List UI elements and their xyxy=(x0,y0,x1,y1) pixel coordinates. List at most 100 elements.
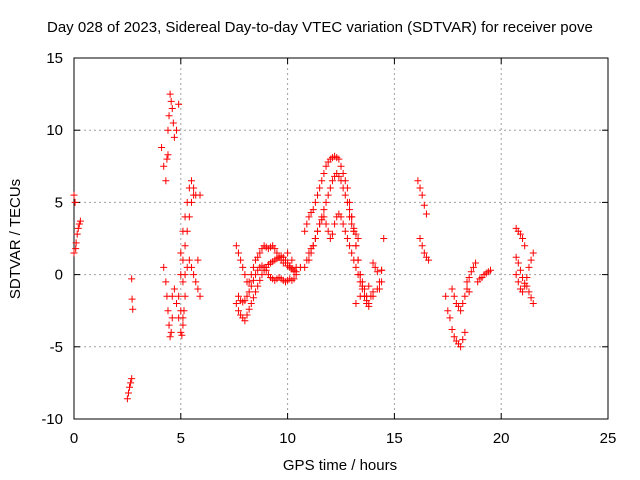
data-point xyxy=(164,151,172,159)
data-point xyxy=(314,227,322,235)
data-point xyxy=(160,263,168,271)
data-point xyxy=(418,191,426,199)
data-point xyxy=(170,285,178,293)
data-point xyxy=(420,201,428,209)
data-point xyxy=(187,198,195,206)
data-point xyxy=(284,249,292,257)
data-point xyxy=(465,273,473,281)
data-point xyxy=(179,321,187,329)
data-point xyxy=(457,343,465,351)
data-point xyxy=(527,294,535,302)
data-point xyxy=(74,224,82,232)
data-point xyxy=(354,271,362,279)
data-point xyxy=(322,220,330,228)
data-point xyxy=(346,213,354,221)
data-point xyxy=(425,256,433,264)
data-point xyxy=(190,184,198,192)
data-point xyxy=(339,170,347,178)
data-point xyxy=(525,288,533,296)
data-point xyxy=(301,227,309,235)
data-point xyxy=(309,242,317,250)
data-point xyxy=(190,191,198,199)
data-point xyxy=(348,220,356,228)
data-point xyxy=(252,288,260,296)
data-point xyxy=(247,271,255,279)
data-point xyxy=(461,328,469,336)
data-point xyxy=(164,307,172,315)
data-point xyxy=(318,177,326,185)
data-point xyxy=(514,278,522,286)
data-point xyxy=(380,235,388,242)
data-point xyxy=(273,249,281,257)
data-point xyxy=(457,307,465,315)
data-point xyxy=(243,292,251,300)
data-point xyxy=(247,282,255,290)
x-axis-label: GPS time / hours xyxy=(283,457,397,474)
y-axis-label: SDTVAR / TECUs xyxy=(7,179,24,299)
data-point xyxy=(450,333,458,341)
data-point xyxy=(162,278,170,286)
data-point xyxy=(169,119,177,127)
data-point xyxy=(72,245,80,253)
x-tick-label: 0 xyxy=(70,430,78,447)
data-point xyxy=(179,256,187,264)
data-point xyxy=(337,177,345,185)
data-point xyxy=(469,263,477,271)
data-point xyxy=(516,266,524,274)
data-point xyxy=(234,307,242,315)
data-point xyxy=(343,198,351,206)
data-point xyxy=(160,162,168,170)
data-point xyxy=(177,249,185,257)
data-point xyxy=(525,263,533,271)
data-point xyxy=(76,217,84,225)
data-point xyxy=(324,191,332,199)
x-tick-label: 25 xyxy=(600,430,617,447)
data-point xyxy=(320,206,328,214)
data-point xyxy=(326,184,334,192)
data-point xyxy=(416,235,424,242)
data-point xyxy=(124,389,132,397)
data-point xyxy=(463,278,471,286)
axis-ticks xyxy=(73,57,609,420)
data-point xyxy=(185,213,193,221)
data-point xyxy=(365,299,373,307)
data-point xyxy=(373,268,381,276)
data-point xyxy=(322,198,330,206)
data-point xyxy=(288,256,296,264)
data-point xyxy=(450,292,458,300)
data-point xyxy=(183,227,191,235)
data-point xyxy=(123,395,131,403)
data-point xyxy=(519,288,527,296)
data-point xyxy=(239,263,247,271)
data-point xyxy=(331,220,339,228)
data-point xyxy=(444,307,452,315)
data-point xyxy=(328,177,336,185)
data-point xyxy=(459,336,467,344)
data-point xyxy=(165,112,173,120)
data-point xyxy=(519,273,527,281)
data-point xyxy=(356,278,364,286)
data-point xyxy=(232,299,240,307)
data-point xyxy=(420,249,428,257)
data-point xyxy=(459,299,467,307)
data-point xyxy=(187,263,195,271)
data-point xyxy=(128,375,136,383)
data-point xyxy=(181,242,189,250)
data-point xyxy=(316,220,324,228)
data-point xyxy=(232,242,240,250)
data-point xyxy=(341,227,349,235)
data-point xyxy=(356,292,364,300)
data-point xyxy=(241,271,249,279)
data-point xyxy=(196,292,204,300)
data-point xyxy=(324,227,332,235)
data-point xyxy=(301,263,309,271)
data-point xyxy=(350,224,358,232)
data-point xyxy=(314,191,322,199)
data-point xyxy=(487,266,495,274)
data-point xyxy=(442,292,450,300)
data-point xyxy=(241,317,249,325)
data-point xyxy=(303,220,311,228)
data-point xyxy=(168,314,176,322)
data-point xyxy=(422,210,430,218)
